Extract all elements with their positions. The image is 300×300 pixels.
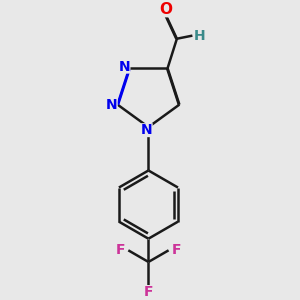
Text: F: F — [116, 243, 125, 257]
Text: N: N — [119, 60, 130, 74]
Text: N: N — [106, 98, 118, 112]
Text: F: F — [144, 285, 153, 299]
Text: H: H — [194, 28, 205, 43]
Text: O: O — [160, 2, 172, 17]
Text: F: F — [172, 243, 181, 257]
Text: N: N — [141, 123, 153, 137]
